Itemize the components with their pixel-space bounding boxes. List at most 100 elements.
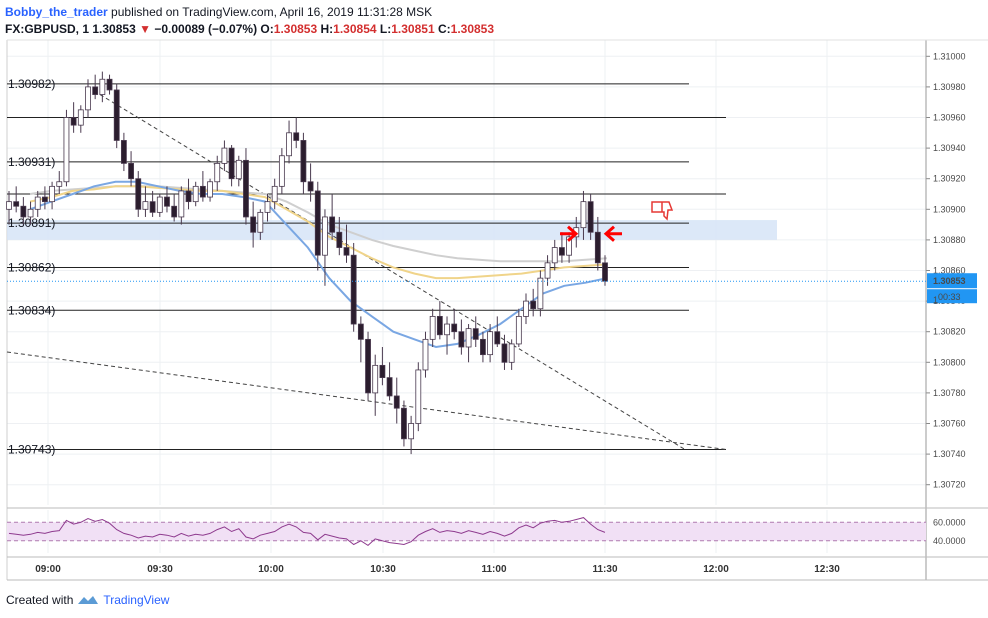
- candle-body[interactable]: [515, 315, 522, 345]
- candle-body[interactable]: [580, 201, 587, 229]
- candle-body[interactable]: [458, 331, 465, 348]
- candle-body[interactable]: [322, 216, 328, 256]
- candle-body[interactable]: [27, 208, 34, 218]
- candle-body[interactable]: [365, 338, 371, 394]
- candle-body[interactable]: [13, 201, 20, 207]
- close-label: C:: [437, 22, 451, 36]
- candle-body[interactable]: [128, 162, 134, 180]
- candle-body[interactable]: [77, 109, 84, 126]
- candle-body[interactable]: [20, 205, 27, 218]
- candle-body[interactable]: [336, 231, 343, 248]
- price-tick-label: 1.30980: [933, 82, 966, 92]
- candle-body[interactable]: [530, 300, 537, 310]
- trend-line-lower[interactable]: [6, 351, 727, 451]
- candle-body[interactable]: [235, 159, 242, 180]
- candle-body[interactable]: [120, 140, 127, 164]
- candle-body[interactable]: [501, 343, 508, 363]
- candle-body[interactable]: [422, 338, 429, 371]
- candle-body[interactable]: [250, 216, 257, 233]
- candle-body[interactable]: [106, 78, 113, 91]
- candle-body[interactable]: [429, 315, 436, 340]
- trend-line-down[interactable]: [99, 94, 686, 450]
- candle-body[interactable]: [300, 140, 307, 183]
- candle-body[interactable]: [199, 185, 206, 198]
- candle-body[interactable]: [436, 315, 443, 336]
- candle-body[interactable]: [92, 86, 99, 95]
- candle-body[interactable]: [551, 247, 558, 264]
- candle-body[interactable]: [544, 262, 551, 279]
- candle-body[interactable]: [408, 423, 415, 440]
- candle-body[interactable]: [444, 323, 450, 336]
- candle-body[interactable]: [415, 369, 422, 424]
- candle-body[interactable]: [113, 89, 120, 141]
- candle-body[interactable]: [6, 201, 12, 210]
- candle-body[interactable]: [508, 343, 515, 363]
- candle-body[interactable]: [602, 262, 608, 282]
- candle-body[interactable]: [594, 231, 601, 264]
- candle-body[interactable]: [63, 117, 70, 183]
- tradingview-link[interactable]: TradingView: [103, 593, 170, 607]
- candle-body[interactable]: [465, 328, 472, 348]
- candle-body[interactable]: [343, 247, 350, 256]
- candle-body[interactable]: [480, 338, 486, 356]
- candle-body[interactable]: [85, 86, 91, 111]
- down-arrow-icon: ▼: [139, 22, 151, 36]
- candle-body[interactable]: [307, 181, 314, 192]
- candle-body[interactable]: [142, 201, 149, 210]
- candle-body[interactable]: [164, 196, 170, 207]
- candle-body[interactable]: [372, 364, 379, 394]
- candle-body[interactable]: [49, 185, 55, 203]
- candle-body[interactable]: [42, 196, 48, 203]
- candle-body[interactable]: [135, 178, 142, 210]
- candle-body[interactable]: [487, 331, 494, 356]
- candle-body[interactable]: [357, 323, 364, 340]
- candle-body[interactable]: [559, 247, 565, 256]
- candle-body[interactable]: [278, 155, 285, 187]
- candle-body[interactable]: [494, 331, 501, 345]
- candle-body[interactable]: [401, 407, 407, 440]
- candle-body[interactable]: [171, 205, 178, 218]
- candle-body[interactable]: [566, 236, 572, 256]
- candle-body[interactable]: [472, 328, 479, 340]
- candle-body[interactable]: [379, 364, 386, 378]
- candle-body[interactable]: [314, 190, 321, 256]
- candle-body[interactable]: [207, 181, 213, 198]
- candle-body[interactable]: [221, 147, 228, 164]
- candle-body[interactable]: [149, 201, 156, 213]
- open-value: 1.30853: [273, 22, 318, 36]
- candle-body[interactable]: [271, 185, 278, 203]
- candle-body[interactable]: [228, 147, 235, 180]
- arrow-right-icon[interactable]: [560, 225, 579, 242]
- candle-body[interactable]: [185, 190, 192, 203]
- candle-body[interactable]: [350, 254, 357, 325]
- candle-body[interactable]: [99, 78, 106, 95]
- candle-body[interactable]: [56, 181, 63, 187]
- candle-body[interactable]: [286, 132, 292, 157]
- level-label: 1.30982): [8, 77, 55, 91]
- candle-body[interactable]: [451, 323, 458, 333]
- author-link[interactable]: Bobby_the_trader: [5, 5, 108, 19]
- price-chart[interactable]: 09:00 09:30 10:00 10:30 11:00 11:30 12:00 12:30…: [0, 0, 988, 585]
- time-tick-label: 12:00: [703, 564, 729, 575]
- candle-body[interactable]: [329, 216, 336, 233]
- candle-body[interactable]: [264, 201, 271, 213]
- candle-body[interactable]: [537, 277, 544, 310]
- arrow-left-icon[interactable]: [603, 225, 622, 242]
- candle-body[interactable]: [293, 132, 300, 141]
- candle-body[interactable]: [214, 162, 221, 183]
- publish-info: published on TradingView.com, April 16, …: [111, 5, 433, 19]
- thumbs-down-icon[interactable]: [651, 201, 674, 221]
- candle-body[interactable]: [587, 201, 594, 233]
- candle-body[interactable]: [243, 159, 249, 218]
- candle-body[interactable]: [192, 185, 199, 203]
- publish-line: Bobby_the_trader published on TradingVie…: [5, 4, 494, 21]
- candle-body[interactable]: [523, 300, 529, 317]
- candle-body[interactable]: [386, 377, 393, 397]
- candle-body[interactable]: [34, 196, 41, 210]
- level-label: 1.30834): [8, 303, 55, 317]
- candle-body[interactable]: [70, 117, 77, 126]
- candle-body[interactable]: [257, 211, 264, 233]
- candle-body[interactable]: [178, 190, 185, 218]
- candle-body[interactable]: [393, 395, 400, 409]
- candle-body[interactable]: [156, 196, 163, 213]
